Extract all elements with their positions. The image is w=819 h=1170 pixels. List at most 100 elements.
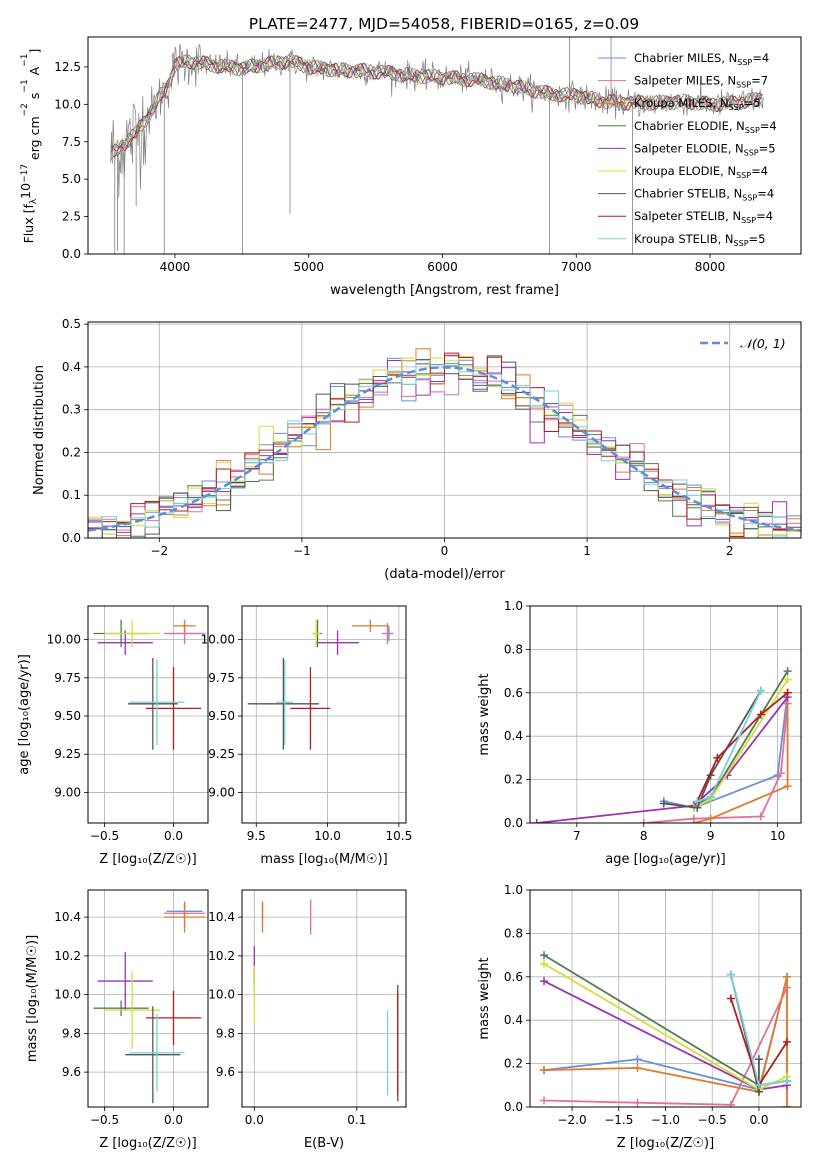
mass_vs_Z-xlabel: Z [log₁₀(Z/Z☉)] xyxy=(99,1136,196,1151)
massweight-marker xyxy=(756,686,765,695)
y-tick-label: 0.3 xyxy=(62,403,81,417)
age_vs_Z-frame xyxy=(87,605,209,824)
y-tick-label: 9.50 xyxy=(208,709,235,723)
massweight-marker xyxy=(639,819,648,823)
massweight-marker xyxy=(706,814,715,823)
spectrum-panel: 4000 5000 6000 7000 8000 0.0 2.5 5.0 7.5 10.0 12.5 xyxy=(54,60,725,274)
legend-label: Chabrier STELIB, NSSP=4 xyxy=(634,187,774,203)
massweight-marker xyxy=(756,812,765,821)
massweight_vs_Z-frame xyxy=(529,889,802,1108)
massweight-marker xyxy=(540,1096,549,1105)
massweight-marker xyxy=(540,1066,549,1075)
massweight-marker xyxy=(783,688,792,697)
massweight-marker xyxy=(754,1081,763,1090)
y-tick-label: 0.6 xyxy=(504,970,523,984)
legend-label: Kroupa ELODIE, NSSP=4 xyxy=(634,164,768,180)
y-tick-label: 9.75 xyxy=(54,671,81,685)
y-tick-label: 10.0 xyxy=(54,97,81,111)
massweight-marker xyxy=(713,753,722,762)
legend-label: 𝒩(0, 1) xyxy=(740,336,786,351)
massweight-marker xyxy=(689,819,698,823)
massweight-marker xyxy=(726,994,735,1003)
age_vs_Z-errorbars xyxy=(93,619,206,750)
massweight-marker xyxy=(754,1055,763,1064)
y-tick-label: 0.0 xyxy=(62,247,81,261)
spectrum-model-line xyxy=(110,53,763,161)
y-tick-label: 0.1 xyxy=(62,488,81,502)
massweight-series xyxy=(693,692,789,823)
age_vs_mass-errorbars xyxy=(247,619,394,750)
residuals-panel: −2 −1 0 1 2 0.0 0.1 0.2 0.3 0.4 0.5 xyxy=(62,317,801,558)
massweight-marker xyxy=(633,1098,642,1107)
massweight-marker xyxy=(782,1076,791,1085)
spectrum-ylabel: Flux [fλ10−17 erg cm−2 s−1 A−1] xyxy=(18,49,42,244)
spectrum-lines xyxy=(110,37,764,254)
y-tick-label: 0.2 xyxy=(62,445,81,459)
x-tick-label: 2 xyxy=(726,544,734,558)
y-tick-label: 0.0 xyxy=(504,1100,523,1114)
legend-label: Salpeter MILES, NSSP=7 xyxy=(634,74,768,90)
spectrum-legend: Chabrier MILES, NSSP=4 Salpeter MILES, NS… xyxy=(598,51,777,248)
legend-label: Chabrier MILES, NSSP=4 xyxy=(634,51,769,67)
massweight_vs_age-lines xyxy=(532,667,792,823)
legend-label: Kroupa MILES, NSSP=5 xyxy=(634,96,760,112)
y-tick-label: 10.0 xyxy=(54,988,81,1002)
x-tick-label: 0.1 xyxy=(347,1113,366,1127)
massweight-marker xyxy=(782,1037,791,1046)
histogram-series xyxy=(88,352,801,537)
x-tick-label: 0 xyxy=(441,544,449,558)
y-tick-label: 0.8 xyxy=(504,926,523,940)
y-tick-label: 2.5 xyxy=(62,210,81,224)
x-tick-label: −1 xyxy=(293,544,311,558)
y-tick-label: 9.00 xyxy=(54,785,81,799)
y-tick-label: 9.00 xyxy=(208,785,235,799)
massweight_vs_Z-ylabel: mass weight xyxy=(477,957,492,1039)
massweight-marker xyxy=(783,667,792,676)
massweight-marker xyxy=(540,959,549,968)
massweight-marker xyxy=(540,977,549,986)
x-tick-label: −1.0 xyxy=(651,1113,680,1127)
x-tick-label: 9 xyxy=(707,829,715,843)
x-tick-label: 9.5 xyxy=(247,829,266,843)
spectrum-model-line xyxy=(110,55,763,155)
y-tick-label: 10.4 xyxy=(208,910,235,924)
mass_vs_Z-frame xyxy=(87,889,209,1108)
massweight-marker xyxy=(782,1103,791,1107)
legend-label: Kroupa STELIB, NSSP=5 xyxy=(634,232,765,248)
y-tick-label: 10.4 xyxy=(54,910,81,924)
massweight-marker xyxy=(706,792,715,801)
massweight_vs_age-xlabel: age [log₁₀(age/yr)] xyxy=(605,852,726,867)
y-tick-label: 0.0 xyxy=(504,816,523,830)
y-tick-label: 12.5 xyxy=(54,60,81,74)
y-tick-label: 9.75 xyxy=(208,671,235,685)
massweight-marker xyxy=(659,799,668,808)
massweight-series xyxy=(693,670,789,807)
mass_vs_EBV-xlabel: E(B-V) xyxy=(304,1136,344,1151)
x-tick-label: −2 xyxy=(150,544,168,558)
x-tick-label: 8 xyxy=(640,829,648,843)
spectrum-model-line xyxy=(110,54,763,158)
x-tick-label: 10 xyxy=(770,829,785,843)
massweight-marker xyxy=(633,1063,642,1072)
massweight-marker xyxy=(776,769,785,778)
residuals-ylabel: Normed distribution xyxy=(32,365,47,495)
mass_vs_EBV-errorbars xyxy=(253,899,399,1102)
spectrum-model-line xyxy=(110,55,763,152)
age_vs_mass-xlabel: mass [log₁₀(M/M☉)] xyxy=(260,852,387,867)
y-tick-label: 10.00 xyxy=(201,633,235,647)
x-tick-label: −2.0 xyxy=(557,1113,586,1127)
y-tick-label: 9.50 xyxy=(54,709,81,723)
y-tick-label: 9.25 xyxy=(54,747,81,761)
y-tick-label: 0.4 xyxy=(62,360,81,374)
y-tick-label: 9.25 xyxy=(208,747,235,761)
residuals-xlabel: (data-model)/error xyxy=(384,567,505,582)
x-tick-label: 6000 xyxy=(427,260,458,274)
massweight_vs_age-ylabel: mass weight xyxy=(477,673,492,755)
x-tick-label: 7 xyxy=(573,829,581,843)
x-tick-label: 0.0 xyxy=(164,1113,183,1127)
massweight-marker xyxy=(783,675,792,684)
massweight-series xyxy=(536,696,789,823)
massweight-marker xyxy=(756,710,765,719)
x-tick-label: 10.5 xyxy=(386,829,413,843)
